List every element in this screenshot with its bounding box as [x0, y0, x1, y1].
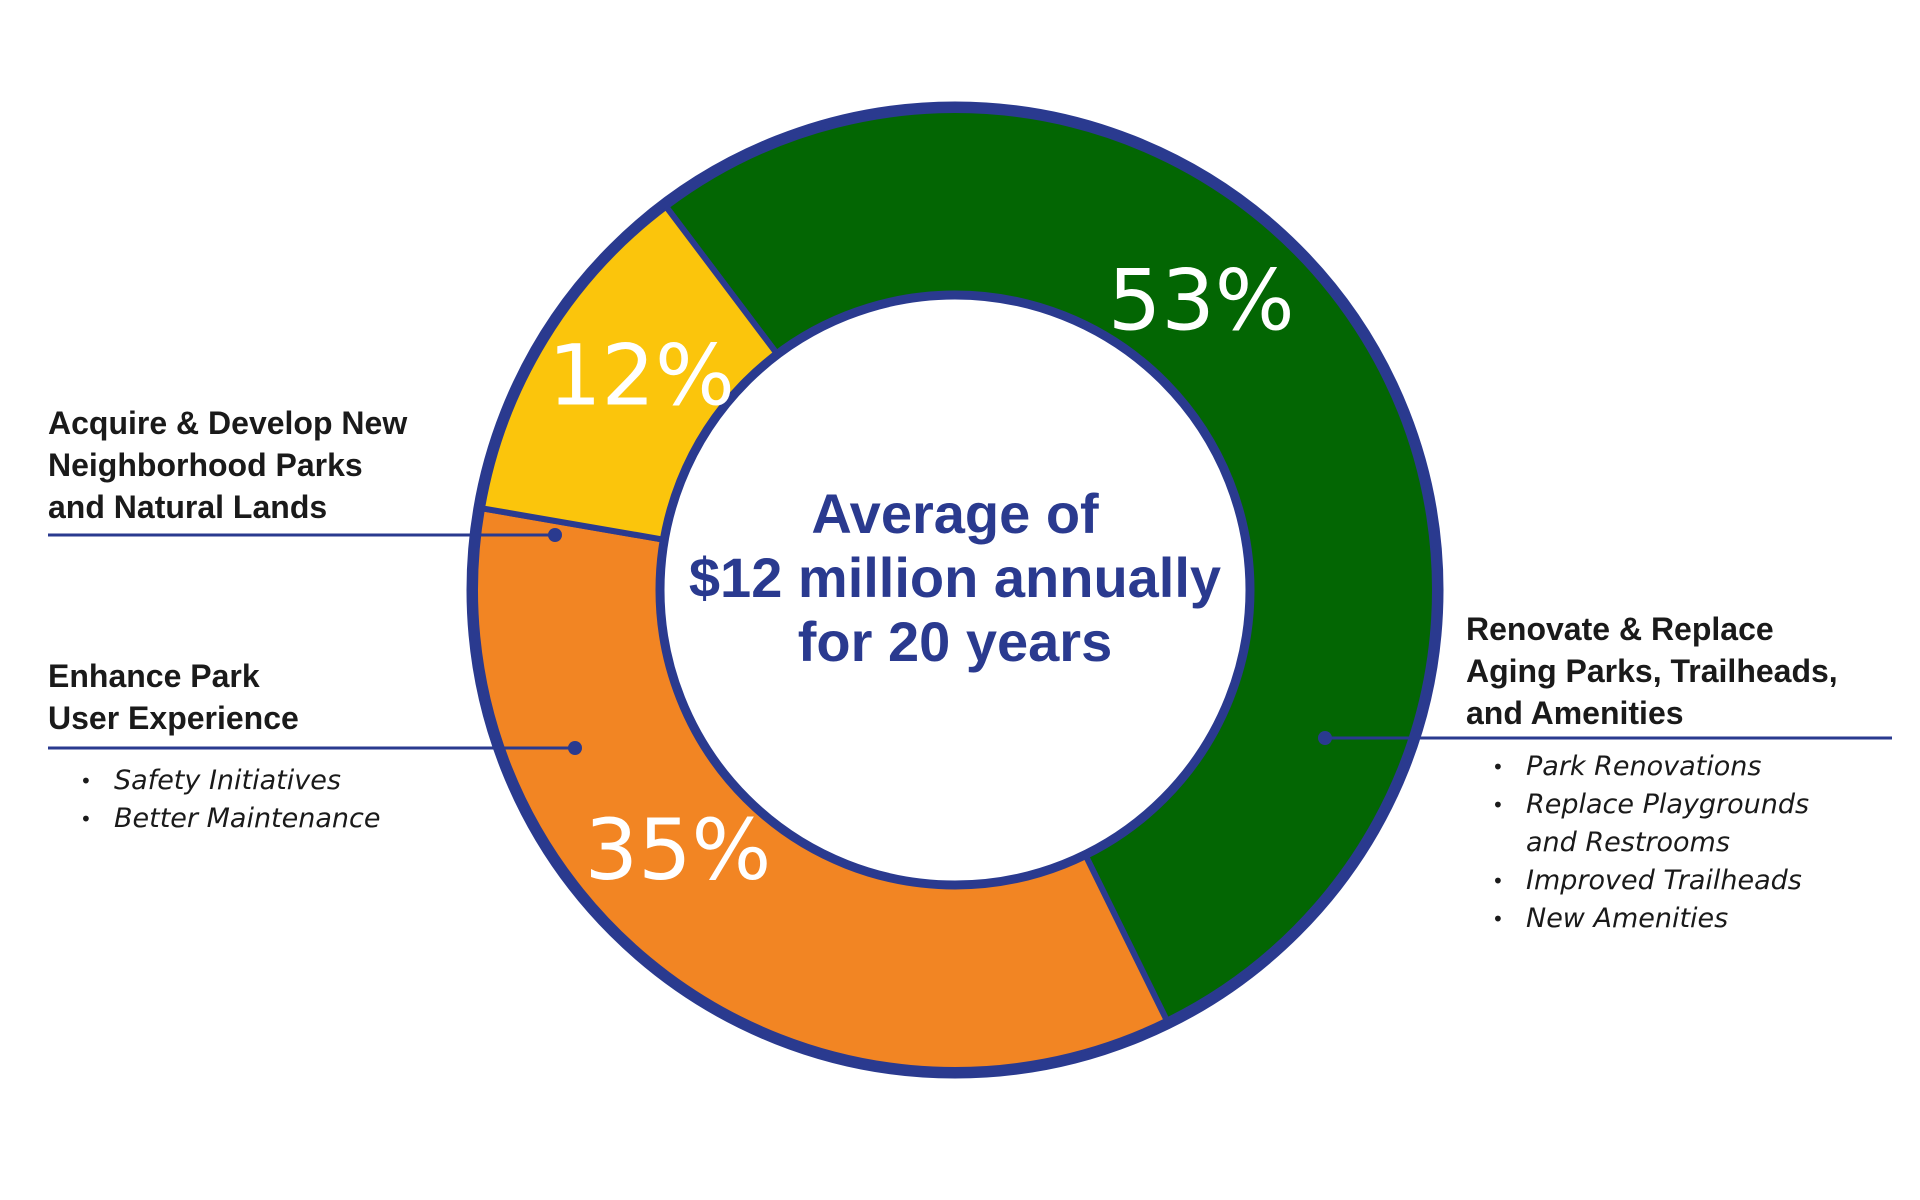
legend-title-enhance: Enhance Park User Experience — [48, 655, 299, 739]
bullet-item-line: Replace Playgrounds — [1526, 789, 1810, 820]
slice-percent-label: 12% — [548, 326, 735, 424]
bullet-item: Better Maintenance — [80, 800, 380, 838]
bullet-item-continuation: and Restrooms — [1526, 827, 1730, 858]
center-text: Average of $12 million annually for 20 y… — [655, 482, 1255, 674]
legend-title-line: Acquire & Develop New — [48, 405, 408, 441]
connector-dot-renovate — [1318, 731, 1332, 745]
center-text-line-2: $12 million annually — [688, 546, 1222, 609]
bullet-item: Replace Playgrounds and Restrooms — [1492, 786, 1809, 862]
bullet-list-enhance: Safety Initiatives Better Maintenance — [80, 762, 380, 838]
legend-title-renovate: Renovate & Replace Aging Parks, Trailhea… — [1466, 608, 1838, 734]
bullet-item: Park Renovations — [1492, 748, 1809, 786]
legend-title-line: Aging Parks, Trailheads, — [1466, 653, 1838, 689]
legend-title-line: Neighborhood Parks — [48, 447, 363, 483]
center-text-line-1: Average of — [811, 482, 1099, 545]
legend-title-line: and Amenities — [1466, 695, 1684, 731]
bullet-list-renovate: Park Renovations Replace Playgrounds and… — [1492, 748, 1809, 938]
connector-dot-enhance — [568, 741, 582, 755]
bullet-item: Safety Initiatives — [80, 762, 380, 800]
legend-label-renovate: Renovate & Replace Aging Parks, Trailhea… — [1466, 608, 1838, 734]
center-text-line-3: for 20 years — [797, 610, 1113, 673]
legend-label-enhance: Enhance Park User Experience — [48, 655, 299, 739]
legend-title-line: Renovate & Replace — [1466, 611, 1774, 647]
slice-labels: 53% 35% 12% — [548, 252, 1295, 900]
legend-title-line: Enhance Park — [48, 658, 260, 694]
bullet-item: New Amenities — [1492, 900, 1809, 938]
connector-dot-acquire — [548, 528, 562, 542]
legend-title-acquire: Acquire & Develop New Neighborhood Parks… — [48, 402, 407, 528]
legend-title-line: and Natural Lands — [48, 489, 328, 525]
legend-title-line: User Experience — [48, 700, 299, 736]
slice-percent-label: 35% — [585, 801, 772, 899]
outer-ring — [466, 101, 1444, 1079]
slice-percent-label: 53% — [1108, 252, 1295, 350]
bullet-item: Improved Trailheads — [1492, 862, 1809, 900]
inner-ring — [655, 290, 1255, 890]
legend-label-acquire: Acquire & Develop New Neighborhood Parks… — [48, 402, 407, 528]
